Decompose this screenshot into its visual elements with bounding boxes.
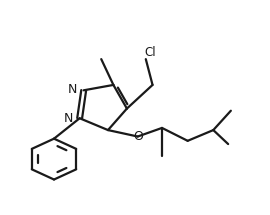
- Text: N: N: [68, 83, 77, 96]
- Text: O: O: [133, 130, 143, 143]
- Text: N: N: [64, 112, 73, 125]
- Text: Cl: Cl: [144, 46, 156, 59]
